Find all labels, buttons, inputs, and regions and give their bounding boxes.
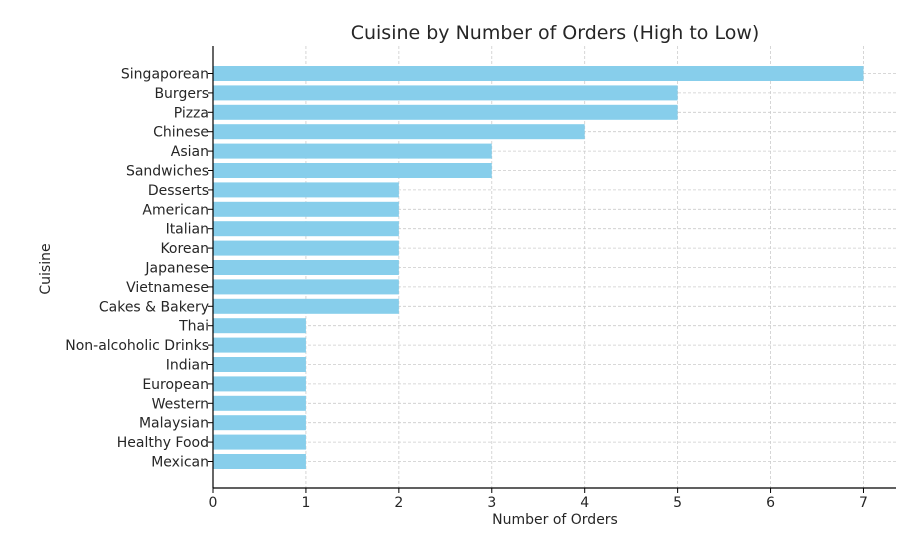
y-tick-label: Western: [152, 396, 209, 412]
bar: [213, 240, 399, 256]
axes: 0 1 2 3 4 5 6 7 Singaporean Burgers Pizza Chinese As…: [65, 46, 896, 511]
bar: [213, 85, 678, 101]
bar: [213, 182, 399, 198]
y-tick-label: Singaporean: [121, 67, 209, 83]
bar: [213, 66, 864, 81]
y-tick-label: Chinese: [153, 125, 209, 141]
y-tick-label: Non-alcoholic Drinks: [65, 338, 209, 354]
bar: [213, 454, 306, 469]
bar: [213, 279, 399, 295]
bar: [213, 395, 306, 411]
y-tick-label: Thai: [178, 319, 209, 335]
y-tick-label: Vietnamese: [126, 280, 209, 296]
x-tick-label: 7: [859, 495, 868, 511]
bars: [213, 66, 864, 469]
x-tick-label: 6: [766, 495, 775, 511]
chart-title: Cuisine by Number of Orders (High to Low…: [351, 22, 760, 44]
x-tick-label: 4: [580, 495, 589, 511]
bar: [213, 434, 306, 450]
bar: [213, 337, 306, 353]
bar: [213, 318, 306, 334]
y-tick-label: Indian: [166, 358, 209, 374]
bar: [213, 163, 492, 178]
y-tick-label: Desserts: [148, 183, 209, 199]
y-tick-label: European: [142, 377, 209, 393]
y-tick-label: Malaysian: [139, 416, 209, 432]
y-tick-label: Burgers: [154, 86, 209, 102]
bar: [213, 260, 399, 275]
x-axis-label: Number of Orders: [492, 512, 618, 528]
y-tick-label: Korean: [160, 241, 209, 257]
bar: [213, 143, 492, 159]
bar: [213, 124, 585, 140]
y-tick-label: Sandwiches: [126, 164, 209, 180]
bar: [213, 298, 399, 314]
bar: [213, 104, 678, 120]
y-tick-label: Pizza: [174, 105, 209, 121]
y-tick-label: Cakes & Bakery: [99, 299, 209, 315]
y-tick-label: American: [142, 202, 209, 218]
y-tick-label: Japanese: [144, 261, 209, 277]
x-tick-label: 0: [209, 495, 218, 511]
bar: [213, 357, 306, 372]
y-tick-label: Asian: [171, 144, 209, 160]
x-tick-label: 1: [301, 495, 310, 511]
bar: [213, 376, 306, 392]
bar: [213, 221, 399, 237]
y-tick-label: Italian: [166, 222, 209, 238]
y-tick-label: Mexican: [151, 455, 209, 471]
bar: [213, 415, 306, 431]
x-tick-label: 5: [673, 495, 682, 511]
y-axis-label: Cuisine: [38, 243, 54, 294]
x-tick-label: 3: [487, 495, 496, 511]
bar: [213, 201, 399, 217]
x-tick-label: 2: [394, 495, 403, 511]
y-tick-label: Healthy Food: [117, 435, 209, 451]
